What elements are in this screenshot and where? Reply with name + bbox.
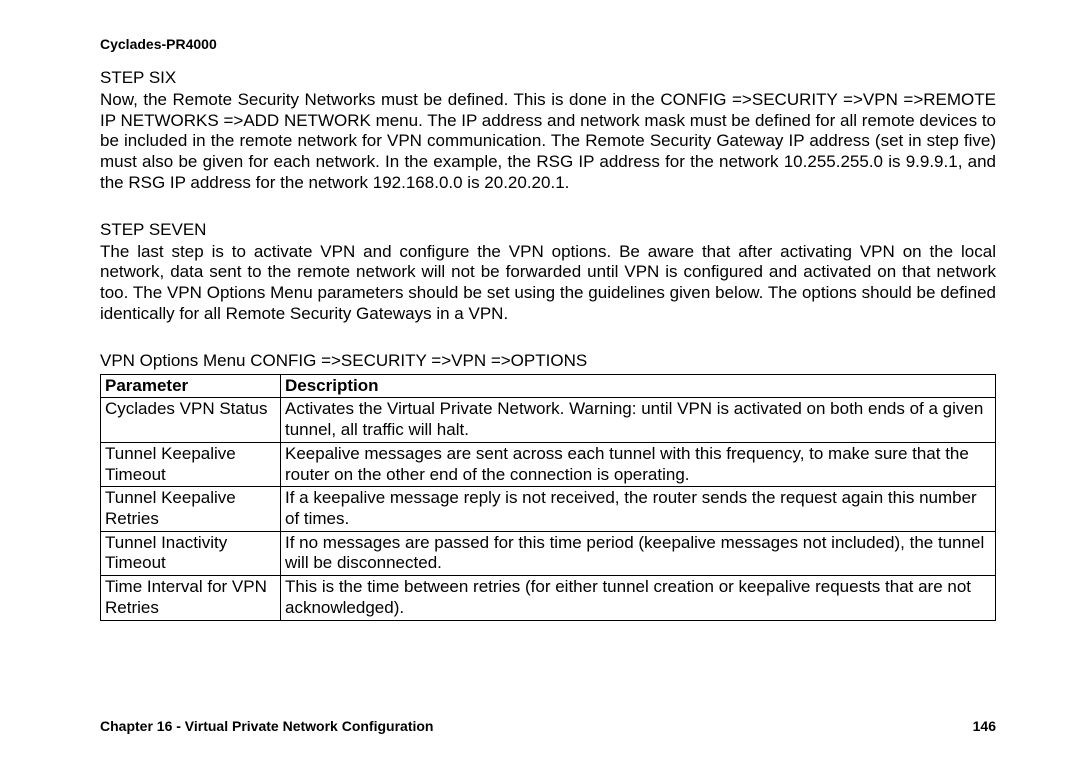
table-row: Tunnel Inactivity Timeout If no messages… xyxy=(101,531,996,575)
step-seven-body: The last step is to activate VPN and con… xyxy=(100,242,996,325)
cell-parameter: Cyclades VPN Status xyxy=(101,398,281,442)
footer-chapter: Chapter 16 - Virtual Private Network Con… xyxy=(100,718,433,734)
document-page: Cyclades-PR4000 STEP SIX Now, the Remote… xyxy=(0,0,1080,764)
table-row: Cyclades VPN Status Activates the Virtua… xyxy=(101,398,996,442)
cell-parameter: Tunnel Inactivity Timeout xyxy=(101,531,281,575)
table-header-row: Parameter Description xyxy=(101,374,996,398)
cell-description: Activates the Virtual Private Network. W… xyxy=(281,398,996,442)
cell-parameter: Tunnel Keepalive Timeout xyxy=(101,442,281,486)
table-row: Time Interval for VPN Retries This is th… xyxy=(101,576,996,620)
table-row: Tunnel Keepalive Timeout Keepalive messa… xyxy=(101,442,996,486)
column-header-parameter: Parameter xyxy=(101,374,281,398)
cell-parameter: Time Interval for VPN Retries xyxy=(101,576,281,620)
step-six-title: STEP SIX xyxy=(100,68,996,88)
step-six-body: Now, the Remote Security Networks must b… xyxy=(100,90,996,194)
footer-page-number: 146 xyxy=(973,718,996,734)
table-row: Tunnel Keepalive Retries If a keepalive … xyxy=(101,487,996,531)
cell-description: Keepalive messages are sent across each … xyxy=(281,442,996,486)
page-footer: Chapter 16 - Virtual Private Network Con… xyxy=(100,718,996,734)
step-seven-block: STEP SEVEN The last step is to activate … xyxy=(100,220,996,325)
document-header: Cyclades-PR4000 xyxy=(100,36,996,52)
step-seven-title: STEP SEVEN xyxy=(100,220,996,240)
cell-description: If no messages are passed for this time … xyxy=(281,531,996,575)
cell-description: This is the time between retries (for ei… xyxy=(281,576,996,620)
cell-parameter: Tunnel Keepalive Retries xyxy=(101,487,281,531)
cell-description: If a keepalive message reply is not rece… xyxy=(281,487,996,531)
options-table: Parameter Description Cyclades VPN Statu… xyxy=(100,374,996,621)
table-caption: VPN Options Menu CONFIG =>SECURITY =>VPN… xyxy=(100,351,996,371)
column-header-description: Description xyxy=(281,374,996,398)
step-six-block: STEP SIX Now, the Remote Security Networ… xyxy=(100,68,996,194)
